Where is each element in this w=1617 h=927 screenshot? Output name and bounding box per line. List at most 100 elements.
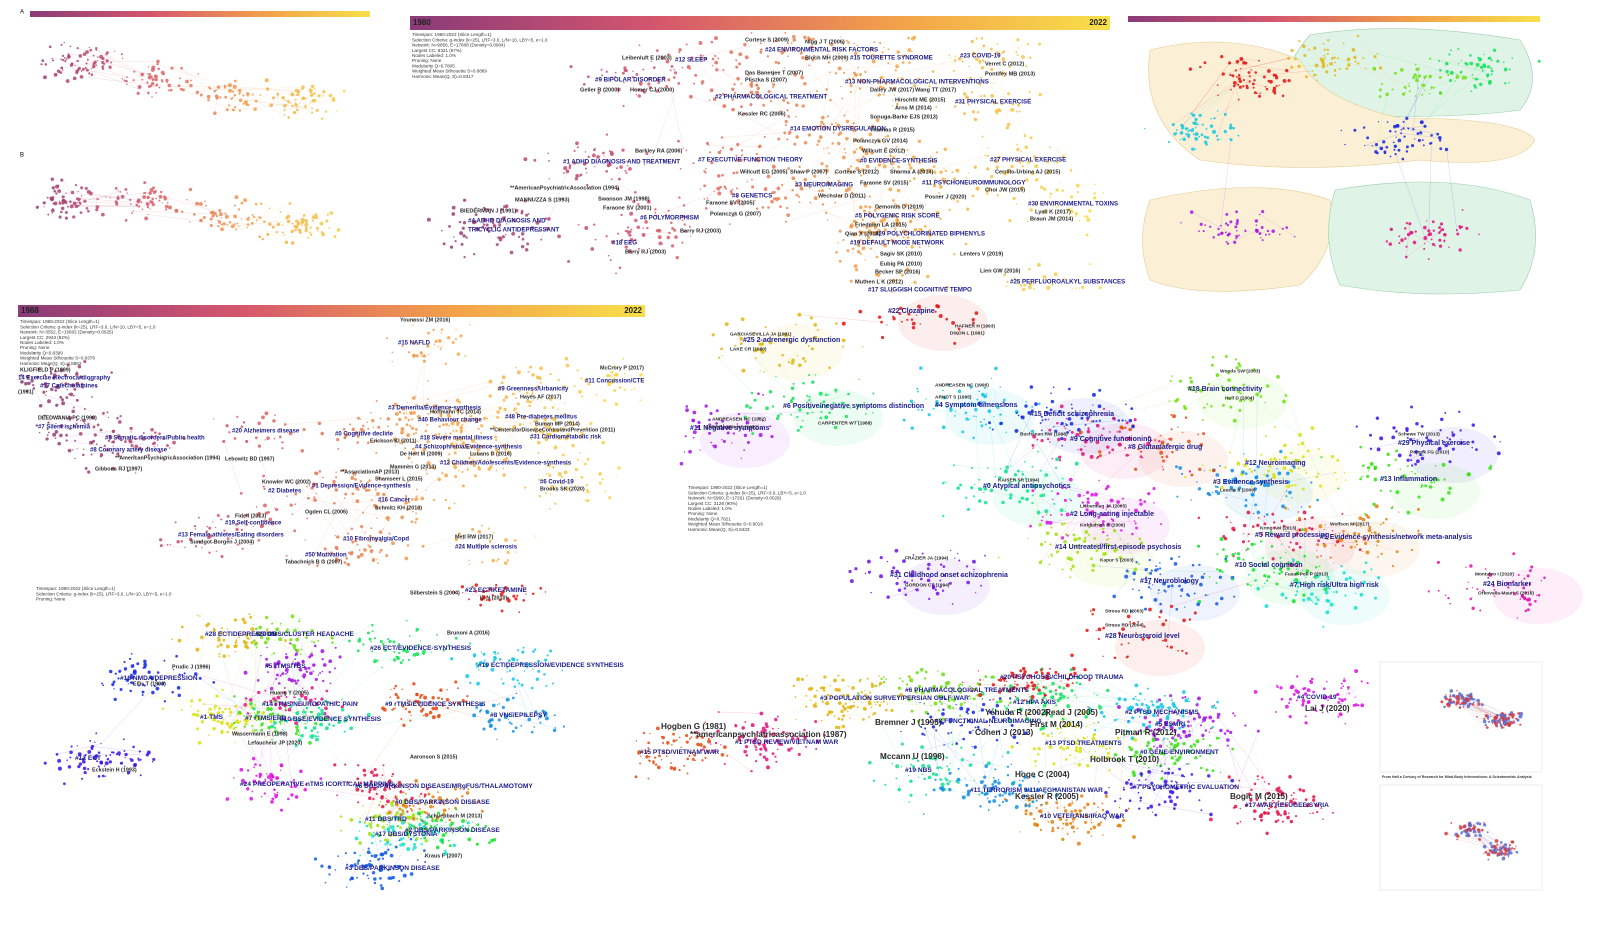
node	[963, 92, 967, 96]
node	[1147, 636, 1151, 640]
node	[1301, 487, 1305, 491]
node	[147, 91, 150, 94]
node	[238, 98, 243, 103]
node	[160, 79, 164, 82]
node	[427, 353, 430, 356]
node	[876, 273, 881, 277]
node	[1182, 137, 1186, 142]
node	[482, 416, 487, 421]
node	[739, 337, 744, 341]
node	[1354, 60, 1357, 63]
node	[892, 199, 895, 202]
node	[1143, 607, 1147, 611]
node	[1502, 61, 1505, 64]
node	[828, 411, 831, 415]
link	[1065, 424, 1086, 512]
node	[116, 452, 120, 456]
node	[1288, 546, 1290, 548]
node	[1049, 514, 1052, 517]
cluster-area	[1198, 373, 1288, 429]
link	[453, 430, 536, 432]
link	[450, 400, 534, 417]
node	[402, 440, 405, 443]
node	[1180, 123, 1183, 127]
node	[1395, 136, 1397, 138]
node	[536, 440, 541, 445]
node	[228, 220, 232, 224]
cluster-area	[945, 389, 1035, 445]
node	[609, 259, 612, 262]
node	[457, 532, 461, 536]
node	[275, 231, 278, 234]
node	[1235, 237, 1238, 240]
node	[1302, 598, 1306, 602]
node	[1530, 565, 1534, 569]
node	[297, 104, 299, 106]
node	[825, 164, 829, 168]
node	[681, 241, 684, 244]
node	[1262, 75, 1266, 79]
node	[451, 340, 455, 345]
node	[779, 205, 782, 209]
node	[1225, 222, 1228, 225]
node	[1275, 84, 1278, 87]
node	[1190, 112, 1193, 115]
node	[1255, 392, 1260, 397]
node	[1193, 121, 1198, 126]
node	[1203, 470, 1206, 472]
node	[304, 104, 307, 107]
node	[1482, 70, 1484, 72]
node	[670, 244, 675, 248]
link	[457, 421, 471, 440]
link	[468, 449, 506, 464]
node	[724, 322, 729, 327]
node	[891, 156, 896, 160]
node	[926, 578, 931, 583]
node	[688, 94, 693, 99]
node	[653, 66, 656, 69]
node	[685, 215, 688, 218]
node	[700, 80, 705, 84]
node	[839, 36, 842, 38]
node	[735, 171, 739, 174]
node	[1186, 593, 1190, 597]
node	[554, 486, 557, 488]
node	[871, 53, 875, 57]
node	[989, 47, 993, 51]
node	[1417, 138, 1421, 143]
node	[148, 191, 152, 196]
node	[1173, 132, 1177, 136]
node	[266, 87, 270, 91]
node	[501, 235, 505, 239]
node	[1090, 420, 1093, 423]
node	[411, 396, 416, 400]
node	[532, 399, 535, 401]
node	[714, 54, 717, 58]
node	[859, 239, 862, 242]
node	[1437, 589, 1440, 592]
node	[540, 238, 543, 241]
node	[1237, 134, 1240, 137]
node	[1248, 573, 1250, 576]
node	[704, 207, 708, 210]
node	[181, 88, 185, 92]
link	[1258, 517, 1275, 528]
node	[581, 395, 583, 398]
node	[328, 227, 331, 229]
link	[209, 530, 295, 553]
node	[770, 199, 774, 204]
node	[1359, 477, 1362, 481]
node	[215, 214, 219, 218]
node	[763, 112, 766, 115]
node	[575, 173, 579, 178]
node	[106, 436, 108, 438]
node	[746, 181, 748, 183]
node	[868, 225, 872, 228]
node	[43, 75, 47, 80]
node	[1438, 139, 1442, 142]
node	[1069, 170, 1073, 173]
node	[199, 93, 203, 97]
node	[365, 488, 369, 492]
node	[324, 555, 326, 558]
node	[302, 428, 306, 432]
